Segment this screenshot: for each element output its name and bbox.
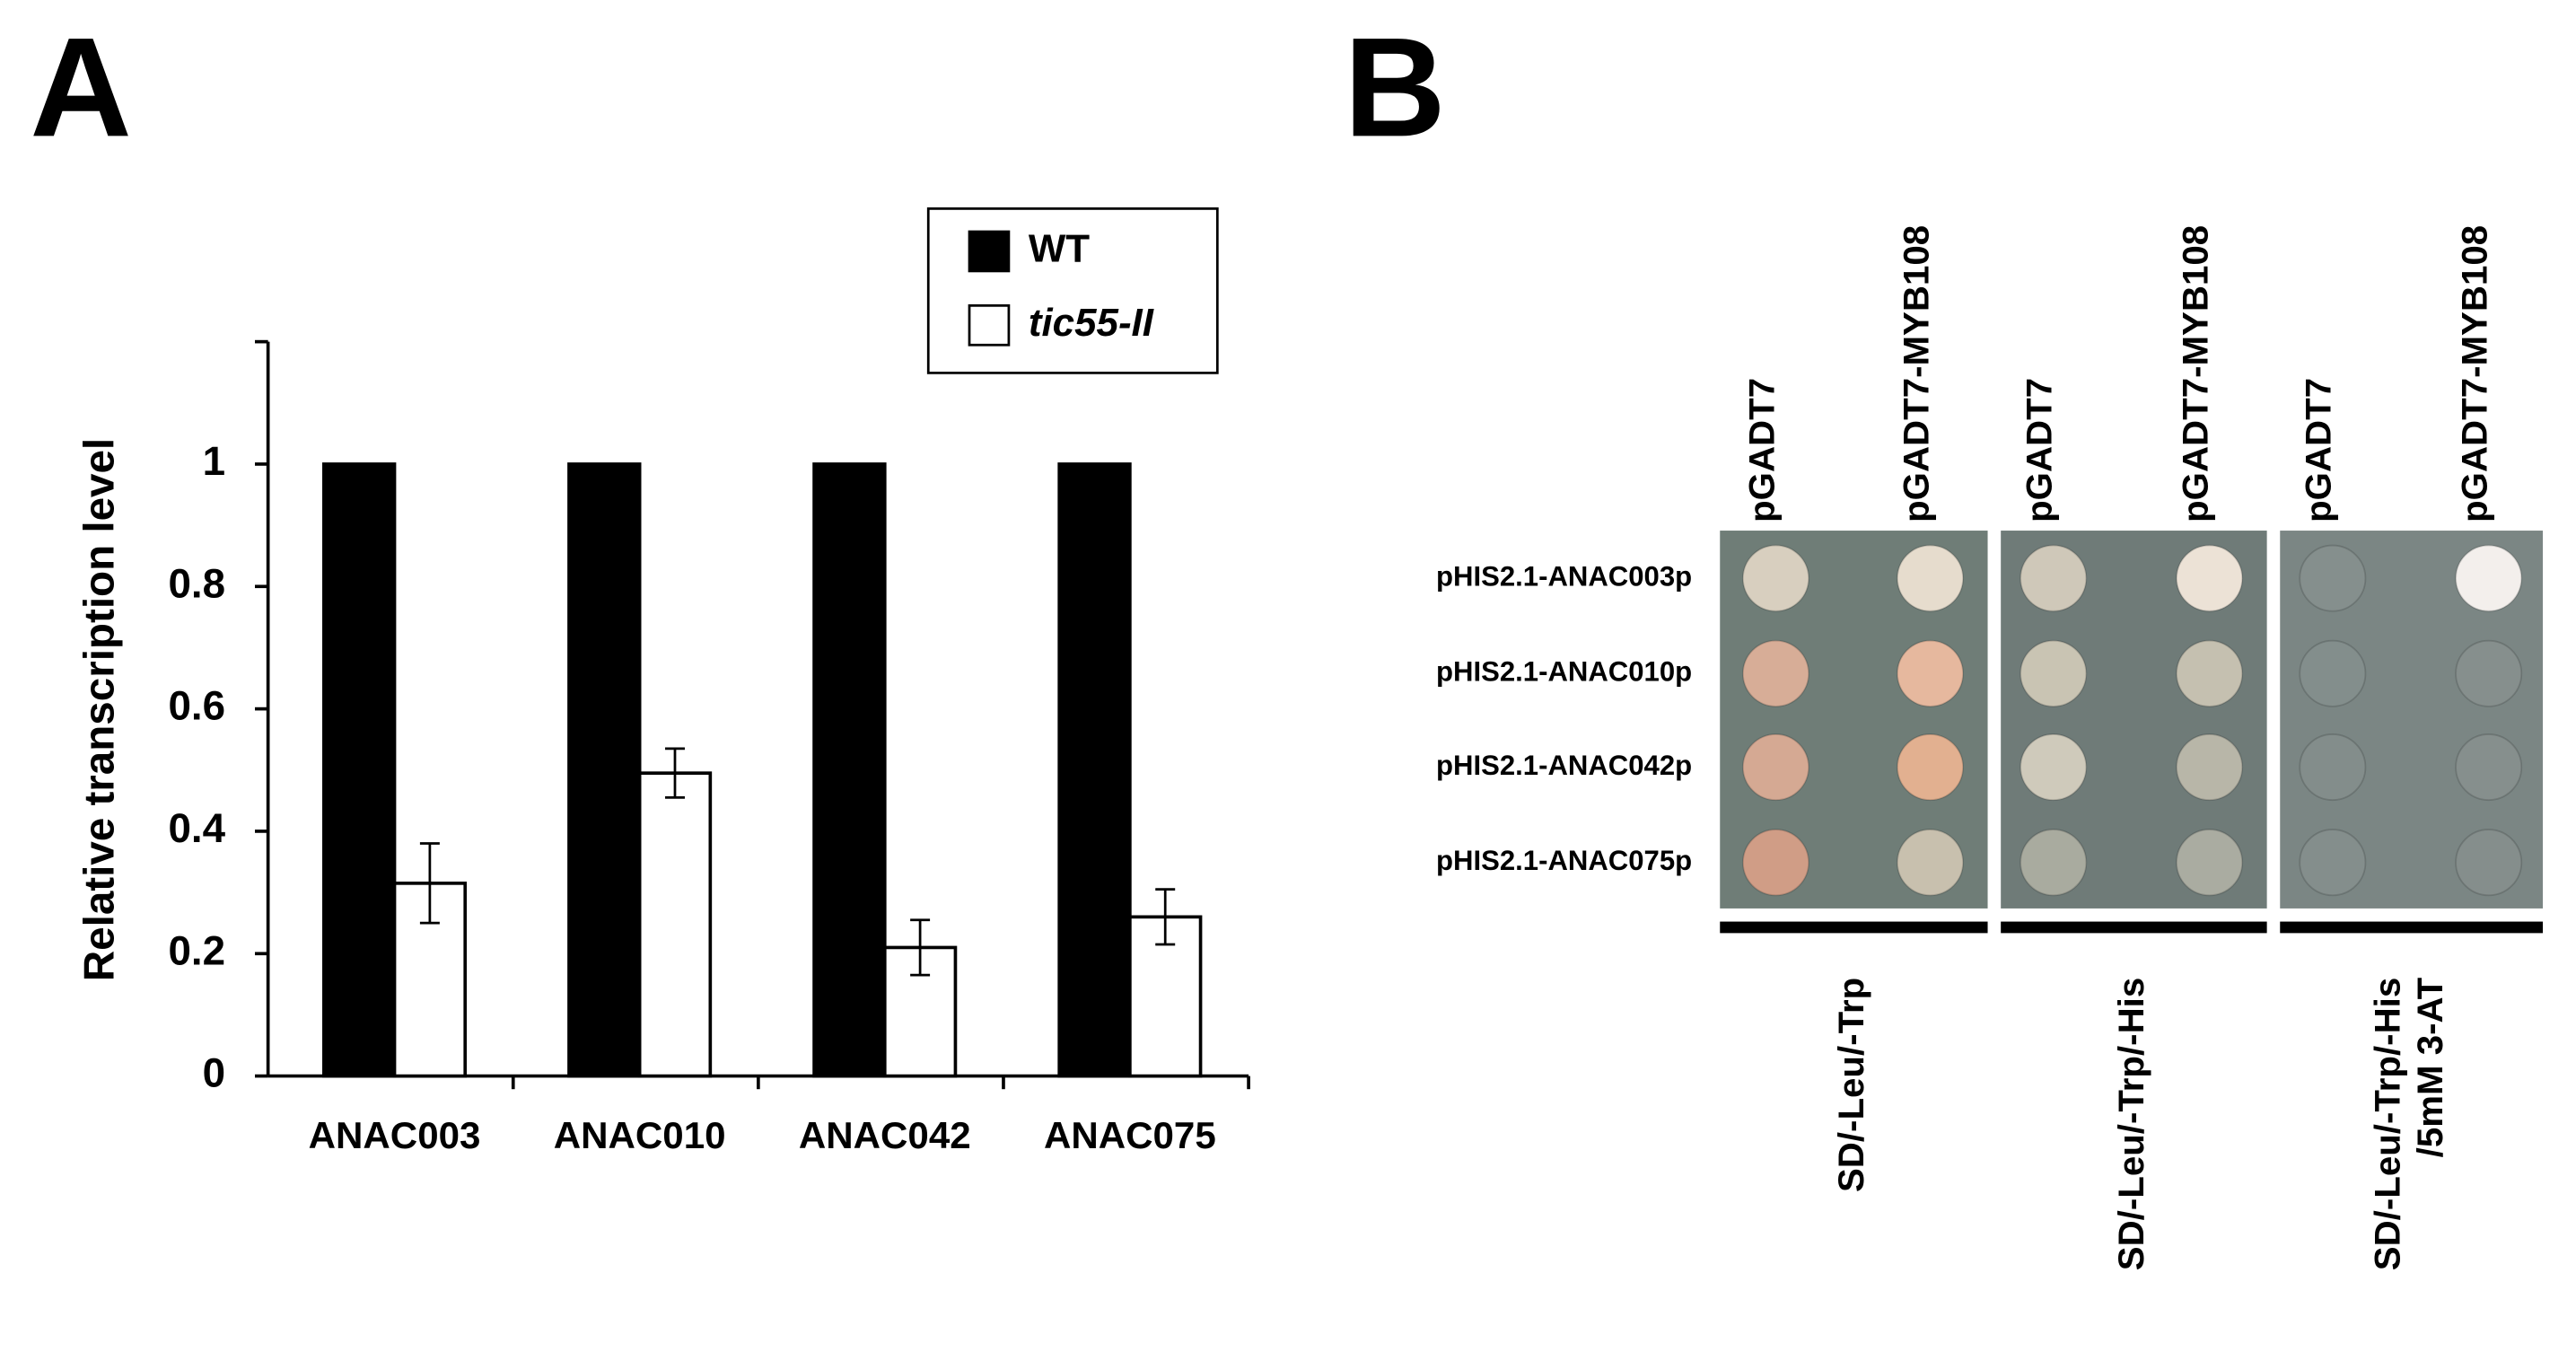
colony [2176,829,2244,897]
row-label: pHIS2.1-ANAC075p [1436,845,1692,876]
legend-label: WT [1029,227,1090,271]
colony [1741,639,1809,707]
colony [2455,544,2523,612]
x-tick-label: ANAC003 [309,1114,481,1156]
bar [1057,462,1132,1078]
x-tick-label: ANAC010 [554,1114,726,1156]
bar [322,462,397,1078]
colony [2455,733,2523,802]
colony [2299,733,2367,802]
error-bar [910,918,931,977]
y-tick-label: 0 [203,1050,225,1096]
row-label: pHIS2.1-ANAC003p [1436,560,1692,592]
bar [567,462,642,1078]
colony [2020,544,2088,612]
column-label: pGADT7 [2299,378,2339,522]
y-tick-label: 0.6 [168,683,225,729]
medium-label: SD/-Leu/-Trp/-His [2111,978,2151,1270]
column-label: pGADT7 [2020,378,2060,522]
colony [1896,639,1965,707]
row-label: pHIS2.1-ANAC042p [1436,750,1692,781]
colony [2299,639,2367,707]
bar [637,771,713,1078]
error-bar [419,842,440,925]
row-label: pHIS2.1-ANAC010p [1436,655,1692,687]
legend-label: tic55-II [1029,301,1154,345]
colony [2176,733,2244,802]
medium-label: /5mM 3-AT [2410,977,2450,1157]
colony [2455,639,2523,707]
medium-label: SD/-Leu/-Trp [1831,978,1871,1192]
colony [2299,829,2367,897]
medium-bar [1720,921,1988,934]
y-tick-label: 0.2 [168,927,225,973]
legend-swatch [968,303,1011,347]
legend-swatch [968,230,1011,273]
error-bar [665,747,685,799]
colony [1741,733,1809,802]
panel-label: B [1344,9,1446,166]
error-bar [1155,888,1176,946]
colony [2176,544,2244,612]
colony [2020,829,2088,897]
panel-label: A [30,9,132,166]
y-tick-label: 0.4 [168,805,225,851]
y-tick-label: 1 [203,438,225,484]
colony [2455,829,2523,897]
colony [1741,829,1809,897]
colony [2020,733,2088,802]
column-label: pGADT7-MYB108 [1896,225,1936,522]
medium-bar [2001,921,2267,934]
y-tick-label: 0.8 [168,560,225,606]
colony [1896,544,1965,612]
colony [2176,639,2244,707]
x-tick-label: ANAC075 [1044,1114,1216,1156]
colony [2299,544,2367,612]
medium-bar [2280,921,2544,934]
y-axis-label: Relative transcription level [75,438,123,981]
colony [2020,639,2088,707]
column-label: pGADT7-MYB108 [2175,225,2215,522]
colony [1896,829,1965,897]
medium-label: SD/-Leu/-Trp/-His [2367,978,2407,1270]
x-tick-label: ANAC042 [799,1114,971,1156]
bar [812,462,887,1078]
column-label: pGADT7 [1741,378,1782,522]
column-label: pGADT7-MYB108 [2454,225,2494,522]
colony [1741,544,1809,612]
colony [1896,733,1965,802]
